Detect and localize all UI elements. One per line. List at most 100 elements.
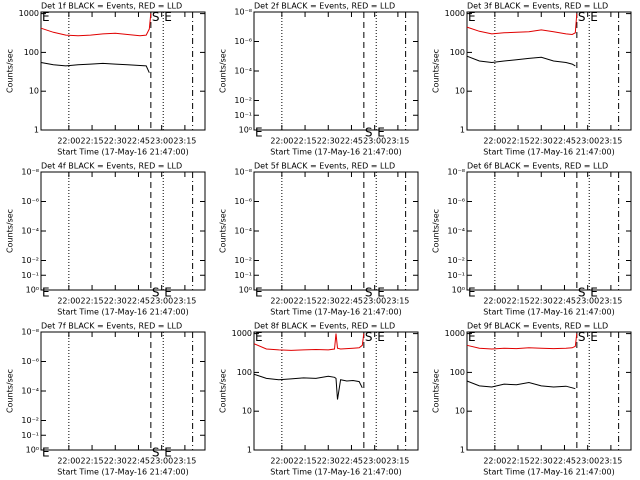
- annotation: E: [377, 286, 385, 300]
- annotation: E: [468, 10, 476, 24]
- x-tick-label: 22:00: [483, 457, 506, 466]
- y-tick-label: 10: [29, 87, 39, 96]
- y-tick-label: 10: [242, 407, 252, 416]
- y-tick-label: 10⁻⁶: [21, 197, 39, 206]
- y-tick-label: 1000: [445, 9, 465, 18]
- annotation: S: [365, 286, 373, 300]
- y-axis-label: Counts/sec: [432, 369, 441, 413]
- y-axis-label: Counts/sec: [6, 209, 15, 253]
- annotation: S: [365, 330, 373, 344]
- chart-title: Det 9f BLACK = Events, RED = LLD: [467, 322, 608, 331]
- x-tick-label: 22:30: [104, 457, 127, 466]
- data-line: [466, 380, 576, 390]
- x-tick-label: 22:15: [294, 457, 317, 466]
- x-tick-label: 22:45: [127, 457, 150, 466]
- y-tick-label: 10⁻⁸: [21, 328, 39, 337]
- y-tick-label: 1: [34, 126, 39, 135]
- y-tick-label: 10⁻⁶: [234, 37, 252, 46]
- chart-panel: Det 6f BLACK = Events, RED = LLD Counts/s…: [432, 162, 632, 317]
- y-tick-label: 10⁻²: [447, 256, 465, 265]
- plot-frame: [253, 11, 419, 131]
- x-tick-label: 22:45: [340, 297, 363, 306]
- data-line: [253, 373, 363, 400]
- chart-panel: Det 2f BLACK = Events, RED = LLD Counts/s…: [219, 2, 419, 157]
- y-tick-label: 10⁻⁶: [234, 197, 252, 206]
- plot-frame: [253, 331, 419, 451]
- x-tick-label: 22:30: [530, 137, 553, 146]
- y-tick-label: 10⁻¹: [21, 271, 39, 280]
- chart-panel: Det 4f BLACK = Events, RED = LLD Counts/s…: [6, 162, 206, 317]
- annotation: E: [255, 286, 263, 300]
- y-tick-label: 1000: [445, 329, 465, 338]
- y-tick-label: 10⁻⁴: [21, 227, 39, 236]
- x-tick-label: 23:00: [150, 137, 173, 146]
- y-axis-label: Counts/sec: [6, 49, 15, 93]
- chart-title: Det 3f BLACK = Events, RED = LLD: [467, 2, 608, 11]
- data-line: [40, 62, 150, 73]
- plot-frame: [253, 171, 419, 291]
- y-axis-label: Counts/sec: [219, 209, 228, 253]
- annotation: E: [255, 126, 263, 140]
- chart-title: Det 4f BLACK = Events, RED = LLD: [41, 162, 182, 171]
- y-tick-label: 10⁻²: [21, 256, 39, 265]
- y-tick-label: 10⁰: [452, 286, 465, 295]
- data-line: [466, 55, 576, 67]
- x-tick-label: 22:45: [553, 457, 576, 466]
- chart-title: Det 5f BLACK = Events, RED = LLD: [254, 162, 395, 171]
- annotation: E: [377, 126, 385, 140]
- x-tick-label: 22:45: [340, 137, 363, 146]
- x-tick-label: 22:00: [483, 297, 506, 306]
- annotation: E: [164, 10, 172, 24]
- x-tick-label: 22:00: [57, 297, 80, 306]
- x-tick-label: 22:15: [294, 297, 317, 306]
- y-tick-label: 10⁻⁸: [447, 168, 465, 177]
- plot-frame: [40, 171, 206, 291]
- y-tick-label: 10⁻⁶: [447, 197, 465, 206]
- y-axis-label: Counts/sec: [432, 49, 441, 93]
- annotation: S: [578, 286, 586, 300]
- chart-title: Det 8f BLACK = Events, RED = LLD: [254, 322, 395, 331]
- x-tick-label: 23:15: [386, 297, 409, 306]
- y-tick-label: 10⁰: [26, 446, 39, 455]
- x-tick-label: 23:15: [173, 137, 196, 146]
- annotation: E: [255, 330, 263, 344]
- chart-panel: Det 1f BLACK = Events, RED = LLD Counts/s…: [6, 2, 206, 157]
- x-tick-label: 22:45: [553, 137, 576, 146]
- x-tick-label: 23:15: [173, 297, 196, 306]
- data-line: [253, 333, 365, 351]
- x-tick-label: 23:00: [576, 137, 599, 146]
- data-line: [466, 13, 578, 36]
- y-axis-label: Counts/sec: [219, 49, 228, 93]
- plot-frame: [40, 331, 206, 451]
- x-axis-label: Start Time (17-May-16 21:47:00): [483, 148, 614, 157]
- y-tick-label: 100: [450, 48, 465, 57]
- y-tick-label: 10⁻²: [21, 416, 39, 425]
- y-tick-label: 10⁻⁴: [234, 67, 252, 76]
- y-tick-label: 10⁻⁴: [234, 227, 252, 236]
- y-tick-label: 10⁻¹: [234, 271, 252, 280]
- annotation: E: [590, 330, 598, 344]
- annotation: S: [152, 446, 160, 460]
- x-tick-label: 22:15: [294, 137, 317, 146]
- y-tick-label: 100: [24, 48, 39, 57]
- y-axis-label: Counts/sec: [219, 369, 228, 413]
- plot-frame: [466, 331, 632, 451]
- x-tick-label: 23:00: [576, 297, 599, 306]
- x-tick-label: 22:00: [270, 457, 293, 466]
- x-tick-label: 23:15: [599, 297, 622, 306]
- y-tick-label: 1: [460, 446, 465, 455]
- x-tick-label: 22:15: [81, 457, 104, 466]
- y-tick-label: 1: [247, 446, 252, 455]
- chart-panel: Det 8f BLACK = Events, RED = LLD Counts/s…: [219, 322, 419, 477]
- annotation: E: [42, 10, 50, 24]
- x-axis-label: Start Time (17-May-16 21:47:00): [270, 148, 401, 157]
- x-tick-label: 22:30: [530, 297, 553, 306]
- x-tick-label: 22:45: [127, 137, 150, 146]
- x-tick-label: 22:15: [81, 137, 104, 146]
- x-tick-label: 22:30: [317, 137, 340, 146]
- plot-frame: [466, 11, 632, 131]
- annotation: E: [377, 330, 385, 344]
- x-tick-label: 22:30: [317, 457, 340, 466]
- y-tick-label: 10⁰: [239, 286, 252, 295]
